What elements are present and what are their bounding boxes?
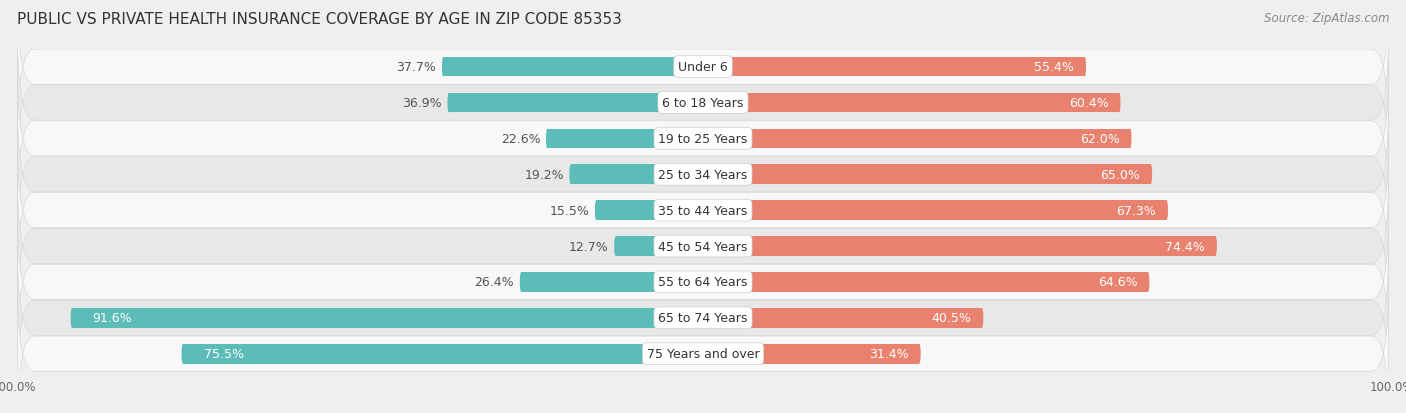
Text: 19.2%: 19.2% [524,169,564,181]
Text: Under 6: Under 6 [678,61,728,74]
Ellipse shape [447,93,450,113]
Text: 37.7%: 37.7% [396,61,436,74]
Bar [703,57,1084,77]
Bar [703,129,1130,149]
Ellipse shape [981,308,983,328]
Text: 26.4%: 26.4% [475,276,515,289]
Text: 75.5%: 75.5% [204,347,243,360]
Text: 12.7%: 12.7% [569,240,609,253]
Text: Source: ZipAtlas.com: Source: ZipAtlas.com [1264,12,1389,25]
Bar [703,201,1167,221]
Bar [443,57,703,77]
FancyBboxPatch shape [17,210,1389,354]
Text: 65 to 74 Years: 65 to 74 Years [658,311,748,325]
Text: 74.4%: 74.4% [1166,240,1205,253]
Bar [183,344,703,364]
Text: 36.9%: 36.9% [402,97,441,110]
Text: 75 Years and over: 75 Years and over [647,347,759,360]
Ellipse shape [614,237,617,256]
Text: 55.4%: 55.4% [1035,61,1074,74]
Text: 31.4%: 31.4% [869,347,910,360]
FancyBboxPatch shape [17,67,1389,211]
Ellipse shape [1084,57,1085,77]
Bar [703,308,981,328]
Ellipse shape [918,344,921,364]
Text: 60.4%: 60.4% [1069,97,1109,110]
Bar [571,165,703,185]
Ellipse shape [441,57,444,77]
Text: PUBLIC VS PRIVATE HEALTH INSURANCE COVERAGE BY AGE IN ZIP CODE 85353: PUBLIC VS PRIVATE HEALTH INSURANCE COVER… [17,12,621,27]
Bar [72,308,703,328]
Bar [449,93,703,113]
FancyBboxPatch shape [17,139,1389,282]
FancyBboxPatch shape [17,174,1389,318]
Bar [703,237,1216,256]
Bar [596,201,703,221]
Ellipse shape [1150,165,1152,185]
Bar [703,273,1149,292]
Ellipse shape [546,129,548,149]
Bar [703,344,920,364]
Ellipse shape [520,273,523,292]
Ellipse shape [595,201,598,221]
Bar [616,237,703,256]
Text: 55 to 64 Years: 55 to 64 Years [658,276,748,289]
Bar [703,165,1152,185]
Bar [703,93,1119,113]
Text: 91.6%: 91.6% [93,311,132,325]
Text: 6 to 18 Years: 6 to 18 Years [662,97,744,110]
FancyBboxPatch shape [17,103,1389,247]
Text: 35 to 44 Years: 35 to 44 Years [658,204,748,217]
Ellipse shape [569,165,572,185]
FancyBboxPatch shape [17,246,1389,390]
Ellipse shape [70,308,73,328]
Text: 15.5%: 15.5% [550,204,589,217]
Text: 62.0%: 62.0% [1080,133,1119,145]
Text: 25 to 34 Years: 25 to 34 Years [658,169,748,181]
Ellipse shape [181,344,184,364]
Ellipse shape [1215,237,1218,256]
Bar [522,273,703,292]
Text: 45 to 54 Years: 45 to 54 Years [658,240,748,253]
Text: 65.0%: 65.0% [1101,169,1140,181]
FancyBboxPatch shape [17,31,1389,175]
Text: 40.5%: 40.5% [932,311,972,325]
Text: 64.6%: 64.6% [1098,276,1137,289]
Bar [547,129,703,149]
Ellipse shape [1118,93,1121,113]
Text: 19 to 25 Years: 19 to 25 Years [658,133,748,145]
Ellipse shape [1129,129,1132,149]
Ellipse shape [1166,201,1168,221]
Ellipse shape [1147,273,1149,292]
Text: 22.6%: 22.6% [501,133,540,145]
FancyBboxPatch shape [17,0,1389,140]
Text: 67.3%: 67.3% [1116,204,1156,217]
FancyBboxPatch shape [17,282,1389,413]
